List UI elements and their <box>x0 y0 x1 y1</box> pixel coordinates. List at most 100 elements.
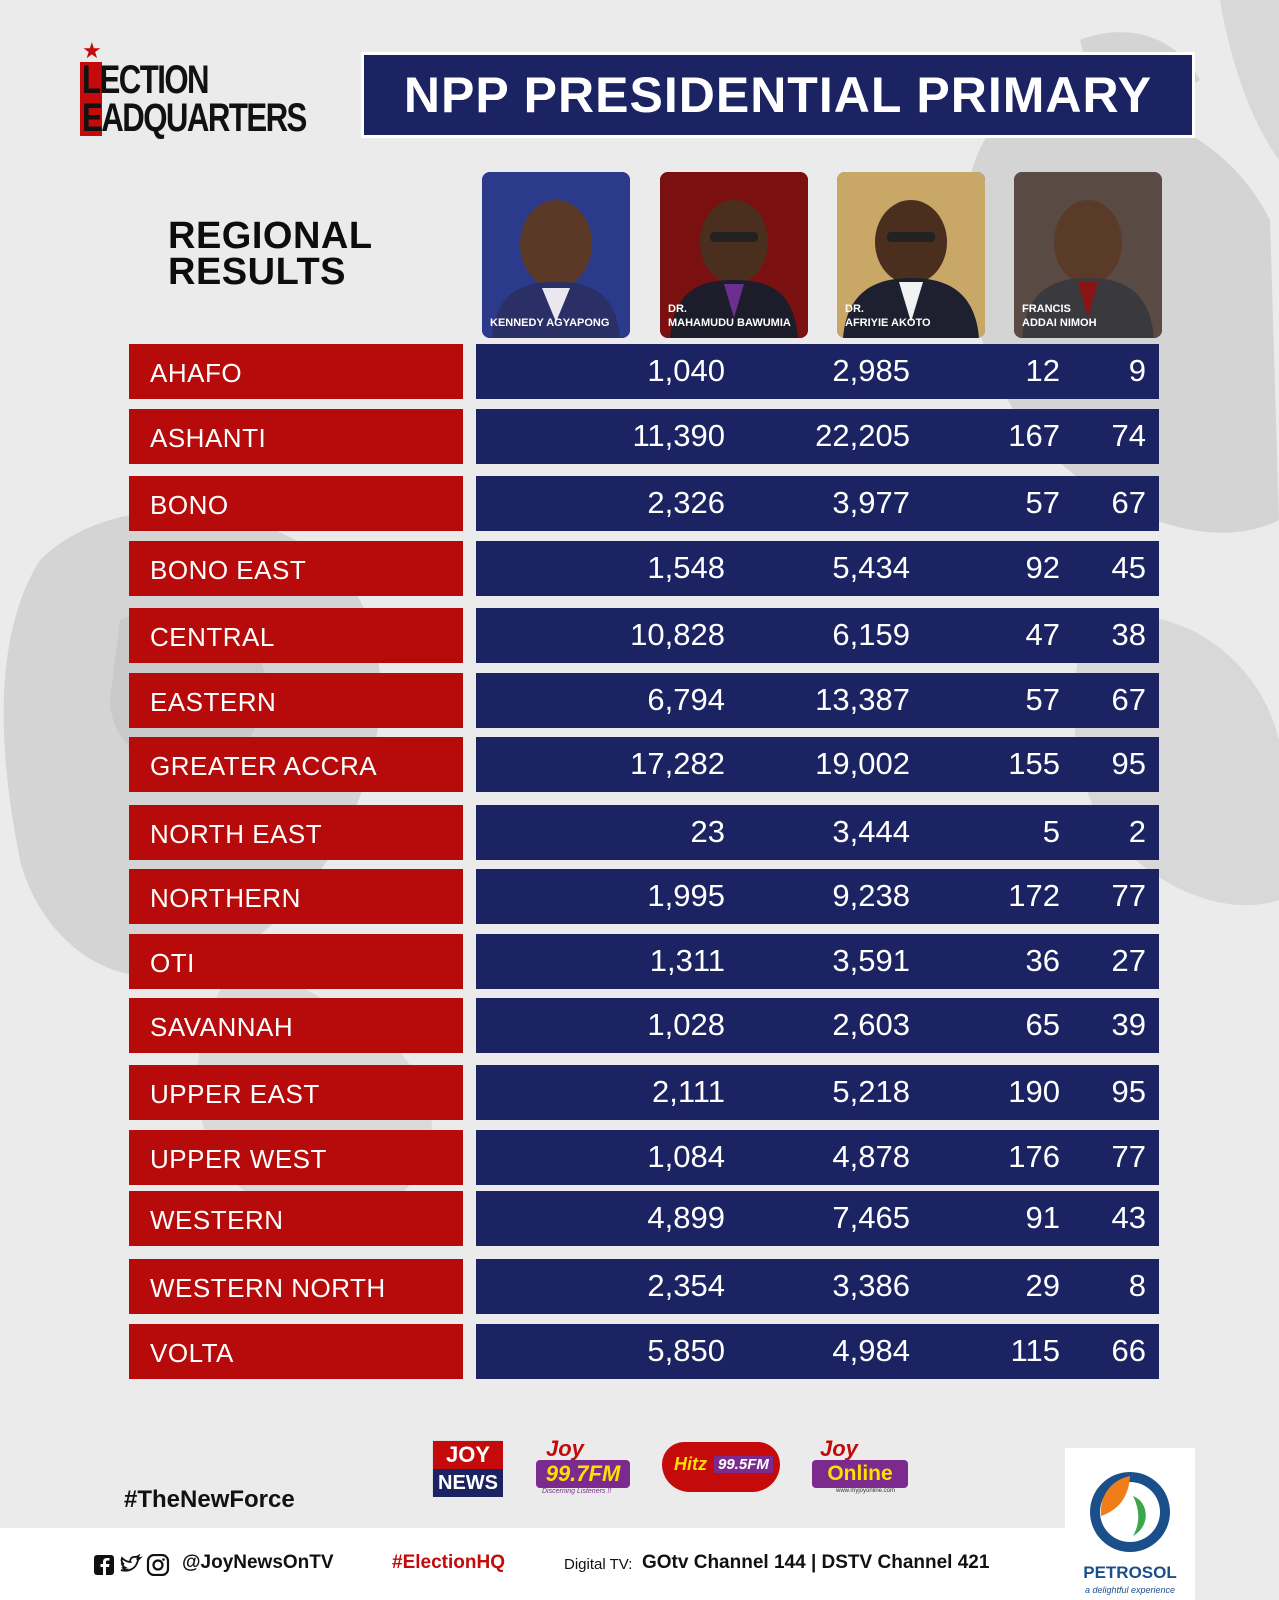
logo-red-bar <box>80 62 102 136</box>
vote-count-candidate-2: 6,159 <box>832 617 910 652</box>
region-name: BONO <box>129 476 463 531</box>
vote-count-candidate-1: 2,111 <box>652 1074 725 1109</box>
title-banner: NPP PRESIDENTIAL PRIMARY <box>361 52 1195 138</box>
vote-counts: 17,282 19,002 155 95 <box>476 737 1159 792</box>
vote-count-candidate-3: 57 <box>1025 485 1060 520</box>
vote-count-candidate-2: 2,603 <box>832 1007 910 1042</box>
vote-counts: 10,828 6,159 47 38 <box>476 608 1159 663</box>
vote-count-candidate-1: 6,794 <box>647 682 725 717</box>
vote-count-candidate-3: 167 <box>1008 418 1060 453</box>
vote-count-candidate-1: 11,390 <box>632 418 725 453</box>
vote-count-candidate-1: 5,850 <box>647 1333 725 1368</box>
region-name: ASHANTI <box>129 409 463 464</box>
candidate-portrait <box>482 172 630 338</box>
vote-count-candidate-4: 38 <box>1111 617 1146 652</box>
vote-count-candidate-3: 172 <box>1008 878 1060 913</box>
twitter-icon <box>120 1554 143 1572</box>
vote-count-candidate-4: 77 <box>1111 1139 1146 1174</box>
vote-count-candidate-3: 47 <box>1025 617 1060 652</box>
vote-count-candidate-1: 1,311 <box>649 943 725 978</box>
table-row: BONO EAST 1,548 5,434 92 45 <box>129 541 1159 596</box>
vote-counts: 1,028 2,603 65 39 <box>476 998 1159 1053</box>
vote-count-candidate-1: 1,084 <box>647 1139 725 1174</box>
table-row: ASHANTI 11,390 22,205 167 74 <box>129 409 1159 464</box>
region-name: VOLTA <box>129 1324 463 1379</box>
tv-channels: GOtv Channel 144 | DSTV Channel 421 <box>642 1552 990 1573</box>
vote-count-candidate-3: 57 <box>1025 682 1060 717</box>
vote-count-candidate-3: 176 <box>1008 1139 1060 1174</box>
vote-count-candidate-2: 22,205 <box>815 418 910 453</box>
vote-count-candidate-4: 9 <box>1128 353 1146 388</box>
candidate-name: DR. MAHAMUDU BAWUMIA <box>668 303 791 329</box>
joy-online-logo: Joy Online www.myjoyonline.com <box>812 1436 910 1494</box>
candidate-portrait <box>1014 172 1162 338</box>
region-name: CENTRAL <box>129 608 463 663</box>
region-name: UPPER EAST <box>129 1065 463 1120</box>
table-row: CENTRAL 10,828 6,159 47 38 <box>129 608 1159 663</box>
vote-count-candidate-1: 1,995 <box>647 878 725 913</box>
vote-counts: 23 3,444 5 2 <box>476 805 1159 860</box>
table-row: GREATER ACCRA 17,282 19,002 155 95 <box>129 737 1159 792</box>
vote-count-candidate-3: 115 <box>1010 1333 1060 1368</box>
table-row: NORTH EAST 23 3,444 5 2 <box>129 805 1159 860</box>
region-name: WESTERN NORTH <box>129 1259 463 1314</box>
vote-count-candidate-4: 67 <box>1111 682 1146 717</box>
region-name: UPPER WEST <box>129 1130 463 1185</box>
vote-count-candidate-4: 2 <box>1128 814 1146 849</box>
candidate-card-kennedy-agyapong: KENNEDY AGYAPONG <box>482 172 630 338</box>
candidate-portrait <box>837 172 985 338</box>
vote-count-candidate-2: 19,002 <box>815 746 910 781</box>
vote-count-candidate-2: 5,434 <box>832 550 910 585</box>
vote-count-candidate-3: 36 <box>1025 943 1060 978</box>
region-name: WESTERN <box>129 1191 463 1246</box>
vote-counts: 2,326 3,977 57 67 <box>476 476 1159 531</box>
vote-counts: 1,084 4,878 176 77 <box>476 1130 1159 1185</box>
subtitle: REGIONAL RESULTS <box>168 215 373 293</box>
subtitle-line-2: RESULTS <box>168 251 347 293</box>
vote-count-candidate-3: 5 <box>1042 814 1060 849</box>
vote-count-candidate-1: 1,028 <box>647 1007 725 1042</box>
candidate-name: KENNEDY AGYAPONG <box>490 317 610 329</box>
candidate-name: DR. AFRIYIE AKOTO <box>845 303 931 329</box>
table-row: WESTERN 4,899 7,465 91 43 <box>129 1191 1159 1246</box>
candidate-card-mahamudu-bawumia: DR. MAHAMUDU BAWUMIA <box>660 172 808 338</box>
vote-count-candidate-4: 95 <box>1111 746 1146 781</box>
table-row: BONO 2,326 3,977 57 67 <box>129 476 1159 531</box>
vote-count-candidate-2: 13,387 <box>815 682 910 717</box>
page-title: NPP PRESIDENTIAL PRIMARY <box>403 67 1153 123</box>
vote-count-candidate-1: 4,899 <box>647 1200 725 1235</box>
vote-count-candidate-2: 4,984 <box>832 1333 910 1368</box>
vote-counts: 1,311 3,591 36 27 <box>476 934 1159 989</box>
vote-count-candidate-3: 12 <box>1025 353 1060 388</box>
subtitle-line-1: REGIONAL <box>168 215 373 257</box>
vote-count-candidate-4: 8 <box>1128 1268 1146 1303</box>
vote-counts: 1,548 5,434 92 45 <box>476 541 1159 596</box>
vote-counts: 6,794 13,387 57 67 <box>476 673 1159 728</box>
vote-counts: 2,111 5,218 190 95 <box>476 1065 1159 1120</box>
vote-count-candidate-4: 27 <box>1111 943 1146 978</box>
region-name: NORTH EAST <box>129 805 463 860</box>
digital-tv-label: Digital TV: <box>564 1556 633 1573</box>
table-row: UPPER WEST 1,084 4,878 176 77 <box>129 1130 1159 1185</box>
logo-line-2: EADQUARTERS <box>82 96 307 140</box>
vote-count-candidate-4: 74 <box>1111 418 1146 453</box>
vote-count-candidate-3: 29 <box>1025 1268 1060 1303</box>
facebook-icon <box>94 1555 114 1575</box>
social-handle: @JoyNewsOnTV <box>182 1552 334 1573</box>
vote-count-candidate-4: 67 <box>1111 485 1146 520</box>
region-name: OTI <box>129 934 463 989</box>
region-name: NORTHERN <box>129 869 463 924</box>
vote-count-candidate-2: 3,444 <box>832 814 910 849</box>
vote-count-candidate-1: 2,326 <box>647 485 725 520</box>
instagram-icon <box>146 1554 170 1576</box>
table-row: OTI 1,311 3,591 36 27 <box>129 934 1159 989</box>
vote-count-candidate-4: 43 <box>1111 1200 1146 1235</box>
region-name: SAVANNAH <box>129 998 463 1053</box>
hitz-fm-logo: Hitz 99.5FM <box>662 1442 780 1492</box>
vote-count-candidate-3: 65 <box>1025 1007 1060 1042</box>
vote-counts: 1,995 9,238 172 77 <box>476 869 1159 924</box>
vote-count-candidate-3: 190 <box>1008 1074 1060 1109</box>
hashtag-election-hq: #ElectionHQ <box>392 1552 505 1573</box>
social-icons <box>94 1554 170 1576</box>
table-row: WESTERN NORTH 2,354 3,386 29 8 <box>129 1259 1159 1314</box>
